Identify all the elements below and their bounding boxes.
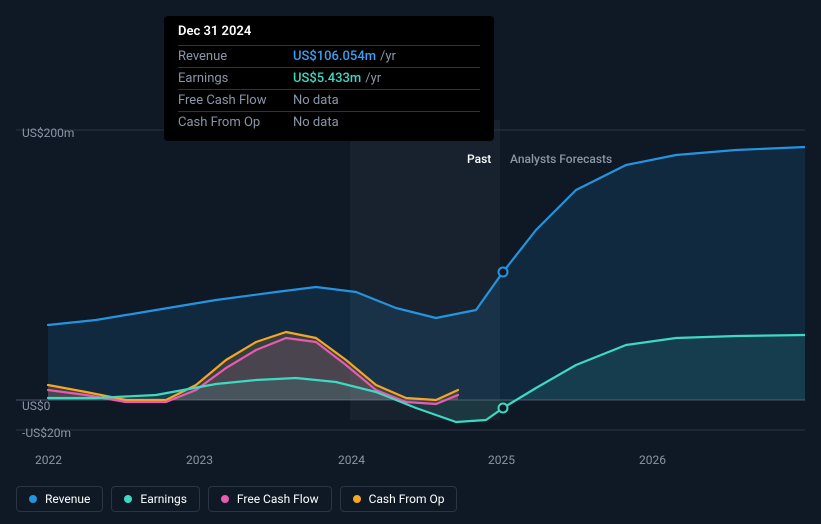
tooltip-date: Dec 31 2024 bbox=[178, 24, 480, 46]
legend-item-free-cash-flow[interactable]: Free Cash Flow bbox=[208, 486, 332, 512]
tooltip-row-unit: /yr bbox=[365, 71, 381, 86]
tooltip-row-value: US$106.054m bbox=[293, 49, 376, 64]
tooltip-row: EarningsUS$5.433m/yr bbox=[178, 68, 480, 90]
y-axis-label: -US$20m bbox=[22, 426, 71, 440]
tooltip-row: RevenueUS$106.054m/yr bbox=[178, 46, 480, 68]
tooltip-row: Free Cash FlowNo data bbox=[178, 90, 480, 112]
legend-item-cash-from-op[interactable]: Cash From Op bbox=[340, 486, 458, 512]
chart-tooltip: Dec 31 2024 RevenueUS$106.054m/yrEarning… bbox=[164, 16, 494, 141]
y-axis-label: US$200m bbox=[22, 126, 74, 140]
tooltip-row-nodata: No data bbox=[293, 115, 339, 130]
tooltip-rows: RevenueUS$106.054m/yrEarningsUS$5.433m/y… bbox=[178, 46, 480, 133]
legend-label: Cash From Op bbox=[369, 492, 445, 506]
tooltip-row-unit: /yr bbox=[380, 49, 396, 64]
tooltip-row: Cash From OpNo data bbox=[178, 112, 480, 133]
legend-dot-icon bbox=[29, 495, 37, 503]
y-axis-label: US$0 bbox=[22, 399, 50, 413]
legend: Revenue Earnings Free Cash Flow Cash From O… bbox=[16, 486, 457, 512]
legend-label: Free Cash Flow bbox=[237, 492, 319, 506]
past-label: Past bbox=[467, 152, 491, 166]
legend-label: Earnings bbox=[140, 492, 187, 506]
tooltip-row-label: Revenue bbox=[178, 49, 293, 64]
legend-label: Revenue bbox=[45, 492, 90, 506]
tooltip-row-label: Cash From Op bbox=[178, 115, 293, 130]
tooltip-row-nodata: No data bbox=[293, 93, 339, 108]
tooltip-row-label: Earnings bbox=[178, 71, 293, 86]
x-axis-label: 2024 bbox=[338, 453, 365, 467]
tooltip-row-value: US$5.433m bbox=[293, 71, 361, 86]
x-axis-label: 2026 bbox=[639, 453, 666, 467]
legend-dot-icon bbox=[221, 495, 229, 503]
x-axis-label: 2025 bbox=[488, 453, 515, 467]
legend-dot-icon bbox=[353, 495, 361, 503]
legend-item-earnings[interactable]: Earnings bbox=[111, 486, 200, 512]
legend-item-revenue[interactable]: Revenue bbox=[16, 486, 103, 512]
x-axis-label: 2023 bbox=[186, 453, 213, 467]
chart-area: Past Analysts Forecasts US$200m US$0 -US$2… bbox=[16, 120, 805, 524]
tooltip-row-label: Free Cash Flow bbox=[178, 93, 293, 108]
x-axis-label: 2022 bbox=[35, 453, 62, 467]
forecast-label: Analysts Forecasts bbox=[510, 152, 612, 166]
legend-dot-icon bbox=[124, 495, 132, 503]
chart-svg bbox=[16, 120, 805, 450]
